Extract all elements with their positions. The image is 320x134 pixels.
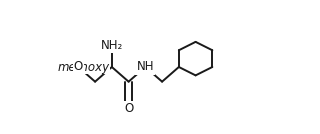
Text: methoxy: methoxy: [57, 60, 109, 74]
Text: NH: NH: [137, 60, 154, 74]
Text: O: O: [124, 102, 133, 115]
Text: O: O: [74, 60, 83, 74]
Text: NH₂: NH₂: [101, 39, 123, 52]
